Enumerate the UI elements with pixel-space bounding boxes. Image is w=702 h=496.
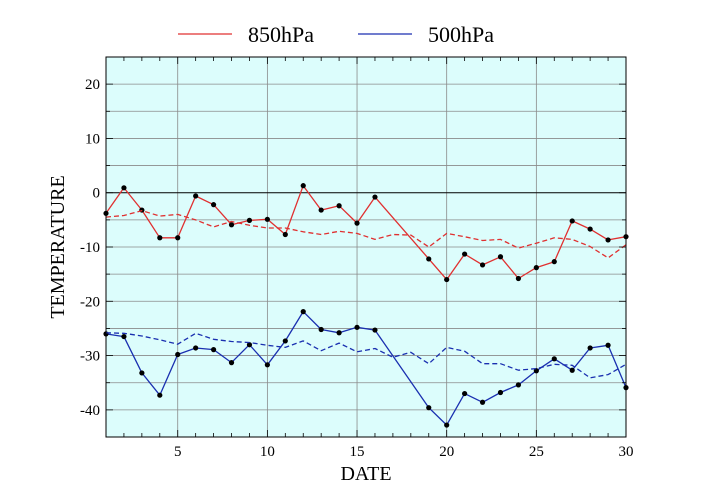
data-point — [515, 382, 522, 388]
data-point — [515, 275, 522, 282]
data-point — [193, 193, 199, 199]
series-line-500hPa-dashed — [105, 332, 627, 379]
axis-ticks: 5 10 15 20 25 30 -40 -30 -20 -10 0 10 20 — [80, 56, 634, 460]
data-point — [497, 254, 504, 260]
y-tick-label: 10 — [85, 131, 100, 147]
x-axis-label: DATE — [340, 463, 391, 485]
data-point — [462, 390, 468, 397]
data-point — [336, 203, 342, 209]
data-point — [300, 309, 306, 315]
series-line-500hPa — [105, 310, 627, 426]
y-tick-label: -30 — [80, 349, 100, 365]
data-point — [444, 276, 450, 283]
legend-label-850hPa: 850hPa — [248, 22, 314, 47]
data-point — [264, 216, 270, 222]
data-point — [479, 399, 486, 405]
data-point — [157, 235, 163, 241]
data-point — [605, 342, 611, 348]
data-point — [569, 218, 575, 224]
data-point — [228, 222, 235, 228]
series-layer — [103, 183, 629, 428]
data-point — [264, 362, 270, 368]
x-tick-label: 20 — [439, 444, 454, 460]
data-point — [354, 324, 360, 330]
y-tick-label: 0 — [93, 186, 101, 202]
data-point — [479, 262, 486, 268]
x-tick-label: 10 — [260, 444, 275, 460]
data-point — [210, 347, 217, 353]
data-point — [210, 202, 217, 208]
data-point — [426, 256, 432, 262]
data-point — [121, 185, 127, 191]
data-point — [228, 360, 235, 366]
data-point — [318, 207, 324, 213]
y-tick-label: -20 — [80, 294, 100, 310]
data-point — [444, 422, 450, 428]
data-point — [372, 194, 378, 200]
data-point — [282, 231, 288, 238]
data-point — [587, 345, 593, 351]
data-point — [318, 326, 324, 333]
x-tick-label: 30 — [619, 444, 634, 460]
data-point — [497, 389, 504, 396]
x-tick-label: 5 — [174, 444, 182, 460]
data-point — [605, 237, 611, 243]
series-line-850hPa-dashed — [105, 209, 627, 259]
data-point — [139, 370, 145, 376]
data-point — [300, 183, 306, 189]
data-point — [175, 235, 181, 241]
data-point — [175, 351, 181, 358]
data-point — [551, 356, 557, 362]
data-point — [354, 220, 360, 226]
data-point — [336, 330, 342, 336]
data-point — [193, 345, 199, 351]
data-point — [372, 327, 378, 333]
data-point — [246, 217, 253, 223]
y-axis-label: TEMPERATURE — [47, 175, 69, 318]
data-point — [533, 265, 539, 271]
data-point — [569, 367, 575, 373]
y-tick-label: -10 — [80, 240, 100, 256]
legend-label-500hPa: 500hPa — [428, 22, 494, 47]
y-tick-label: 20 — [85, 77, 100, 93]
data-point — [551, 259, 557, 265]
data-point — [282, 338, 288, 344]
legend: 850hPa 500hPa — [178, 22, 494, 47]
data-point — [246, 342, 253, 348]
data-point — [533, 368, 539, 374]
data-point — [587, 226, 593, 232]
data-point — [121, 333, 127, 340]
y-tick-label: -40 — [80, 403, 100, 419]
data-point — [462, 251, 468, 257]
data-point — [157, 392, 163, 398]
data-point — [426, 405, 432, 411]
x-tick-label: 15 — [350, 444, 365, 460]
x-tick-label: 25 — [529, 444, 544, 460]
